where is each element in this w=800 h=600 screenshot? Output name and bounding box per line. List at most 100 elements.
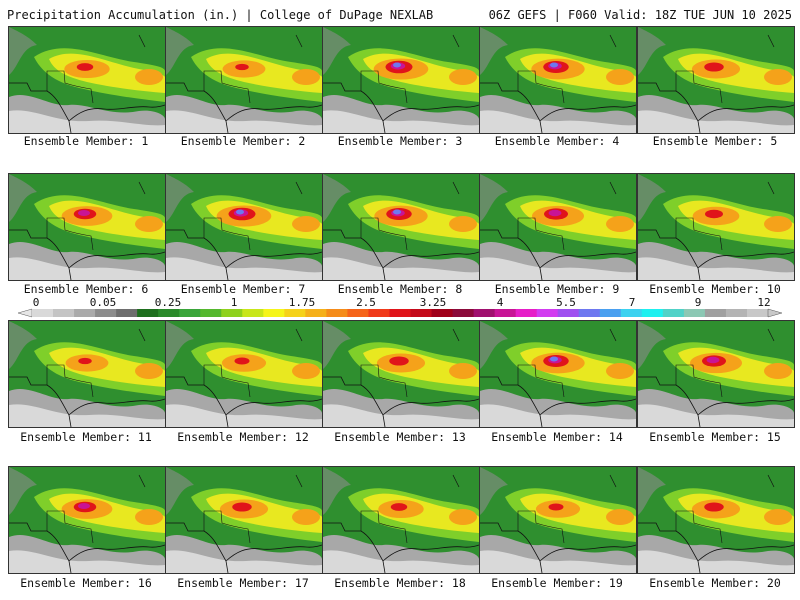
colorbar-swatch bbox=[347, 309, 369, 317]
precip-map bbox=[9, 27, 165, 133]
ensemble-map-panel bbox=[322, 466, 480, 574]
colorbar-tick-label: 7 bbox=[629, 296, 636, 309]
colorbar-swatch bbox=[179, 309, 201, 317]
ensemble-member-label: Ensemble Member: 13 bbox=[334, 430, 466, 444]
colorbar-swatch bbox=[704, 309, 727, 317]
colorbar-swatch bbox=[32, 309, 54, 317]
precip-map bbox=[323, 174, 479, 280]
precip-map bbox=[638, 467, 794, 573]
colorbar-swatch bbox=[662, 309, 685, 317]
colorbar-swatch bbox=[263, 309, 285, 317]
color-scale-legend: 0 0.05 0.25 1 1.75 2.5 3.25 4 5.5 7 9 12 bbox=[17, 296, 783, 318]
ensemble-map-panel bbox=[322, 173, 480, 281]
ensemble-map-panel bbox=[637, 26, 795, 134]
colorbar-swatch bbox=[158, 309, 180, 317]
precip-map bbox=[480, 321, 636, 427]
precip-map bbox=[9, 467, 165, 573]
ensemble-member-label: Ensemble Member: 16 bbox=[20, 576, 152, 590]
colorbar-swatch bbox=[53, 309, 75, 317]
ensemble-member-label: Ensemble Member: 20 bbox=[649, 576, 781, 590]
model-run-valid-time: 06Z GEFS | F060 Valid: 18Z TUE JUN 10 20… bbox=[488, 8, 792, 22]
ensemble-map-panel bbox=[479, 320, 637, 428]
map-title: Precipitation Accumulation (in.) | Colle… bbox=[7, 8, 434, 22]
ensemble-member-label: Ensemble Member: 11 bbox=[20, 430, 152, 444]
ensemble-map-panel bbox=[322, 320, 480, 428]
colorbar-swatch bbox=[368, 309, 390, 317]
colorbar-tick-label: 2.5 bbox=[356, 296, 376, 309]
precip-map bbox=[166, 321, 322, 427]
colorbar-swatch bbox=[200, 309, 222, 317]
precip-map bbox=[638, 27, 794, 133]
colorbar-swatch bbox=[284, 309, 306, 317]
ensemble-member-label: Ensemble Member: 5 bbox=[652, 134, 778, 148]
colorbar-swatch bbox=[326, 309, 348, 317]
ensemble-map-panel bbox=[322, 26, 480, 134]
colorbar-swatch bbox=[452, 309, 475, 317]
ensemble-member-label: Ensemble Member: 6 bbox=[23, 282, 149, 296]
precip-map bbox=[480, 467, 636, 573]
colorbar-swatch bbox=[620, 309, 643, 317]
colorbar-max-arrow bbox=[767, 308, 783, 318]
colorbar-swatch bbox=[536, 309, 559, 317]
ensemble-map-panel bbox=[165, 173, 323, 281]
colorbar-swatch bbox=[137, 309, 159, 317]
ensemble-map-panel bbox=[165, 320, 323, 428]
precip-map bbox=[166, 467, 322, 573]
colorbar-swatch bbox=[578, 309, 601, 317]
ensemble-member-label: Ensemble Member: 9 bbox=[494, 282, 620, 296]
ensemble-member-label: Ensemble Member: 7 bbox=[180, 282, 306, 296]
ensemble-map-panel bbox=[479, 26, 637, 134]
precip-map bbox=[323, 321, 479, 427]
colorbar-tick-label: 12 bbox=[757, 296, 770, 309]
colorbar-swatch bbox=[683, 309, 706, 317]
ensemble-map-panel bbox=[165, 466, 323, 574]
precip-map bbox=[9, 174, 165, 280]
colorbar-swatch bbox=[515, 309, 538, 317]
ensemble-member-label: Ensemble Member: 18 bbox=[334, 576, 466, 590]
ensemble-map-panel bbox=[479, 466, 637, 574]
colorbar-swatch bbox=[305, 309, 327, 317]
precip-map bbox=[166, 27, 322, 133]
ensemble-member-label: Ensemble Member: 8 bbox=[337, 282, 463, 296]
precip-map bbox=[166, 174, 322, 280]
precip-map bbox=[638, 174, 794, 280]
ensemble-map-panel bbox=[8, 466, 166, 574]
colorbar-swatch bbox=[221, 309, 243, 317]
ensemble-map-panel bbox=[8, 26, 166, 134]
colorbar-tick-label: 0.25 bbox=[155, 296, 182, 309]
ensemble-member-label: Ensemble Member: 19 bbox=[491, 576, 623, 590]
colorbar-swatch bbox=[557, 309, 580, 317]
colorbar-swatch bbox=[242, 309, 264, 317]
colorbar-tick-label: 0 bbox=[33, 296, 40, 309]
ensemble-member-label: Ensemble Member: 12 bbox=[177, 430, 309, 444]
colorbar-tick-label: 1.75 bbox=[289, 296, 316, 309]
precip-map bbox=[323, 467, 479, 573]
ensemble-member-label: Ensemble Member: 14 bbox=[491, 430, 623, 444]
ensemble-map-panel bbox=[637, 466, 795, 574]
ensemble-member-label: Ensemble Member: 17 bbox=[177, 576, 309, 590]
precip-map bbox=[480, 27, 636, 133]
ensemble-member-label: Ensemble Member: 3 bbox=[337, 134, 463, 148]
colorbar-swatch bbox=[95, 309, 117, 317]
colorbar-tick-label: 4 bbox=[497, 296, 504, 309]
colorbar-tick-label: 0.05 bbox=[90, 296, 117, 309]
colorbar-swatch bbox=[641, 309, 664, 317]
colorbar-tick-label: 1 bbox=[231, 296, 238, 309]
ensemble-map-panel bbox=[8, 173, 166, 281]
colorbar-swatch bbox=[494, 309, 517, 317]
colorbar-tick-label: 5.5 bbox=[556, 296, 576, 309]
precip-map bbox=[638, 321, 794, 427]
colorbar-tick-label: 9 bbox=[695, 296, 702, 309]
colorbar-swatch bbox=[410, 309, 433, 317]
precip-map bbox=[480, 174, 636, 280]
colorbar-swatch bbox=[431, 309, 454, 317]
precip-map bbox=[323, 27, 479, 133]
ensemble-map-panel bbox=[8, 320, 166, 428]
colorbar-swatch bbox=[473, 309, 496, 317]
ensemble-member-label: Ensemble Member: 1 bbox=[23, 134, 149, 148]
ensemble-map-panel bbox=[637, 320, 795, 428]
ensemble-map-panel bbox=[479, 173, 637, 281]
ensemble-map-panel bbox=[637, 173, 795, 281]
ensemble-member-label: Ensemble Member: 15 bbox=[649, 430, 781, 444]
precip-map bbox=[9, 321, 165, 427]
